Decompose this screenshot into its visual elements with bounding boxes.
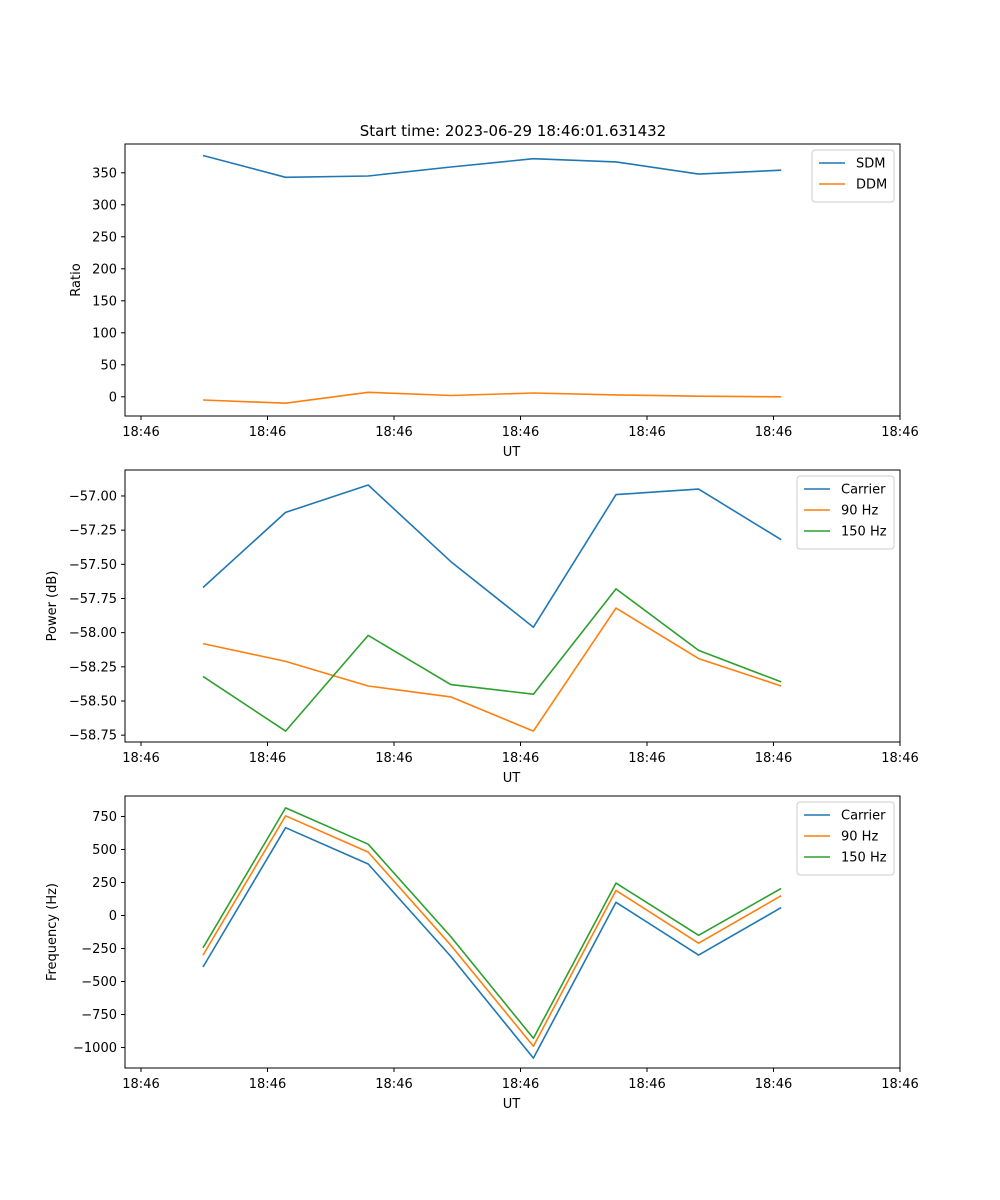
y-tick-label: −58.00 [69, 626, 117, 641]
x-axis-label: UT [503, 1097, 521, 1112]
legend-label: 150 Hz [841, 851, 887, 866]
y-tick-label: 500 [92, 843, 117, 858]
y-tick-label: −250 [81, 942, 117, 957]
x-tick-label: 18:46 [375, 425, 412, 440]
x-tick-label: 18:46 [122, 1077, 159, 1092]
legend-label: 90 Hz [841, 504, 878, 519]
legend-label: SDM [856, 157, 885, 172]
y-tick-label: −57.75 [69, 592, 117, 607]
series-line-ddm [202, 391, 782, 405]
chart-panel-3: −1000 −750 −500 −250 0 250 500 750 18:46 18:46 18:… [45, 795, 919, 1112]
y-tick-label: 100 [92, 326, 117, 341]
chart-panel-1: 0 50 100 150 200 250 300 350 18:46 18:46 18:46 18:4… [69, 143, 919, 460]
y-tick-label: 0 [109, 390, 117, 405]
x-tick-label: 18:46 [249, 1077, 286, 1092]
y-tick-label: −58.75 [69, 729, 117, 744]
legend: SDM DDM [811, 149, 895, 203]
y-tick-label: −58.25 [69, 660, 117, 675]
x-tick-label: 18:46 [755, 1077, 792, 1092]
x-tick-label: 18:46 [122, 425, 159, 440]
plot-frame [124, 469, 901, 743]
y-tick-label: 50 [100, 358, 117, 373]
x-tick-label: 18:46 [628, 425, 665, 440]
series-line-150-hz [202, 807, 782, 1040]
legend-label: 90 Hz [841, 830, 878, 845]
x-tick-label: 18:46 [502, 1077, 539, 1092]
y-tick-label: −57.00 [69, 489, 117, 504]
series-line-90-hz [202, 607, 782, 732]
y-tick-label: −750 [81, 1008, 117, 1023]
legend-label: Carrier [841, 809, 886, 824]
x-tick-label: 18:46 [881, 425, 918, 440]
plot-frame [124, 795, 901, 1069]
x-tick-label: 18:46 [502, 425, 539, 440]
y-tick-label: 350 [92, 166, 117, 181]
y-tick-label: 0 [109, 909, 117, 924]
x-axis-label: UT [503, 445, 521, 460]
y-tick-label: 750 [92, 810, 117, 825]
legend: Carrier 90 Hz 150 Hz [796, 475, 895, 550]
series-line-sdm [202, 154, 782, 179]
y-tick-label: −57.25 [69, 524, 117, 539]
x-tick-label: 18:46 [375, 1077, 412, 1092]
figure-title: Start time: 2023-06-29 18:46:01.631432 [360, 122, 666, 140]
x-tick-label: 18:46 [628, 751, 665, 766]
series-line-90-hz [202, 814, 782, 1047]
y-tick-label: 250 [92, 230, 117, 245]
legend-label: Carrier [841, 483, 886, 498]
x-tick-label: 18:46 [375, 751, 412, 766]
y-tick-label: 250 [92, 876, 117, 891]
x-tick-label: 18:46 [122, 751, 159, 766]
y-tick-label: −1000 [73, 1041, 117, 1056]
x-tick-label: 18:46 [628, 1077, 665, 1092]
y-axis-label: Power (dB) [45, 571, 60, 642]
x-tick-label: 18:46 [755, 751, 792, 766]
x-tick-label: 18:46 [249, 751, 286, 766]
series-line-carrier [202, 484, 782, 629]
legend-label: DDM [856, 178, 887, 193]
x-axis-label: UT [503, 771, 521, 786]
x-tick-label: 18:46 [755, 425, 792, 440]
y-tick-label: 300 [92, 198, 117, 213]
plot-frame [124, 143, 901, 417]
chart-panel-2: −58.75 −58.50 −58.25 −58.00 −57.75 −57.50 −57.… [45, 469, 919, 786]
x-tick-label: 18:46 [502, 751, 539, 766]
legend: Carrier 90 Hz 150 Hz [796, 801, 895, 876]
y-tick-label: −57.50 [69, 558, 117, 573]
legend-label: 150 Hz [841, 525, 887, 540]
y-tick-label: −58.50 [69, 694, 117, 709]
x-tick-label: 18:46 [249, 425, 286, 440]
y-tick-label: 150 [92, 294, 117, 309]
series-line-carrier [202, 826, 782, 1059]
y-axis-label: Frequency (Hz) [45, 883, 60, 981]
y-tick-label: −500 [81, 975, 117, 990]
y-tick-label: 200 [92, 262, 117, 277]
x-tick-label: 18:46 [881, 1077, 918, 1092]
y-axis-label: Ratio [69, 263, 84, 296]
x-tick-label: 18:46 [881, 751, 918, 766]
series-line-150-hz [202, 588, 782, 732]
